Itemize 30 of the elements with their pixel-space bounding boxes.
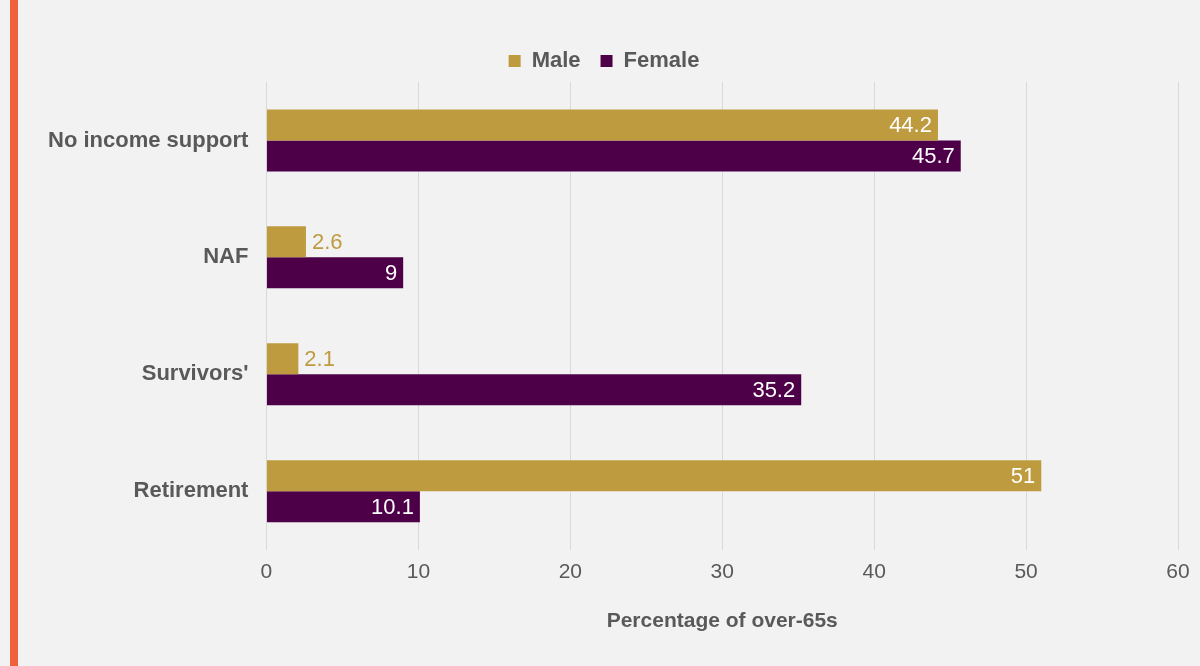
data-label: 35.2 — [752, 376, 796, 402]
legend-label: Male — [531, 47, 581, 73]
bar — [266, 226, 306, 258]
x-tick-label: 10 — [406, 559, 431, 582]
bar — [266, 109, 938, 141]
x-tick-label: 20 — [558, 559, 582, 582]
x-tick-label: 30 — [710, 559, 734, 582]
y-tick-label: NAF — [203, 243, 249, 269]
x-tick-label: 60 — [1166, 559, 1190, 582]
data-label: 2.1 — [304, 345, 335, 371]
data-label: 9 — [384, 259, 398, 285]
bar — [266, 460, 1042, 492]
y-tick-label: Retirement — [133, 477, 250, 503]
x-tick-label: 50 — [1014, 559, 1038, 582]
legend-label: Female — [623, 47, 700, 73]
bar — [266, 140, 961, 172]
data-label: 51 — [1010, 462, 1036, 488]
x-tick-label: 40 — [862, 559, 886, 582]
bar — [266, 257, 404, 289]
data-label: 44.2 — [889, 112, 932, 138]
bar — [266, 491, 420, 523]
x-axis-title: Percentage of over-65s — [606, 608, 838, 632]
y-tick-label: No income support — [48, 126, 250, 152]
y-tick-label: Survivors' — [141, 360, 249, 386]
bar — [266, 374, 802, 406]
data-label: 45.7 — [911, 143, 955, 168]
x-tick-label: 0 — [260, 559, 273, 582]
bar — [266, 343, 299, 375]
data-label: 10.1 — [371, 493, 414, 519]
data-label: 2.6 — [311, 228, 343, 254]
